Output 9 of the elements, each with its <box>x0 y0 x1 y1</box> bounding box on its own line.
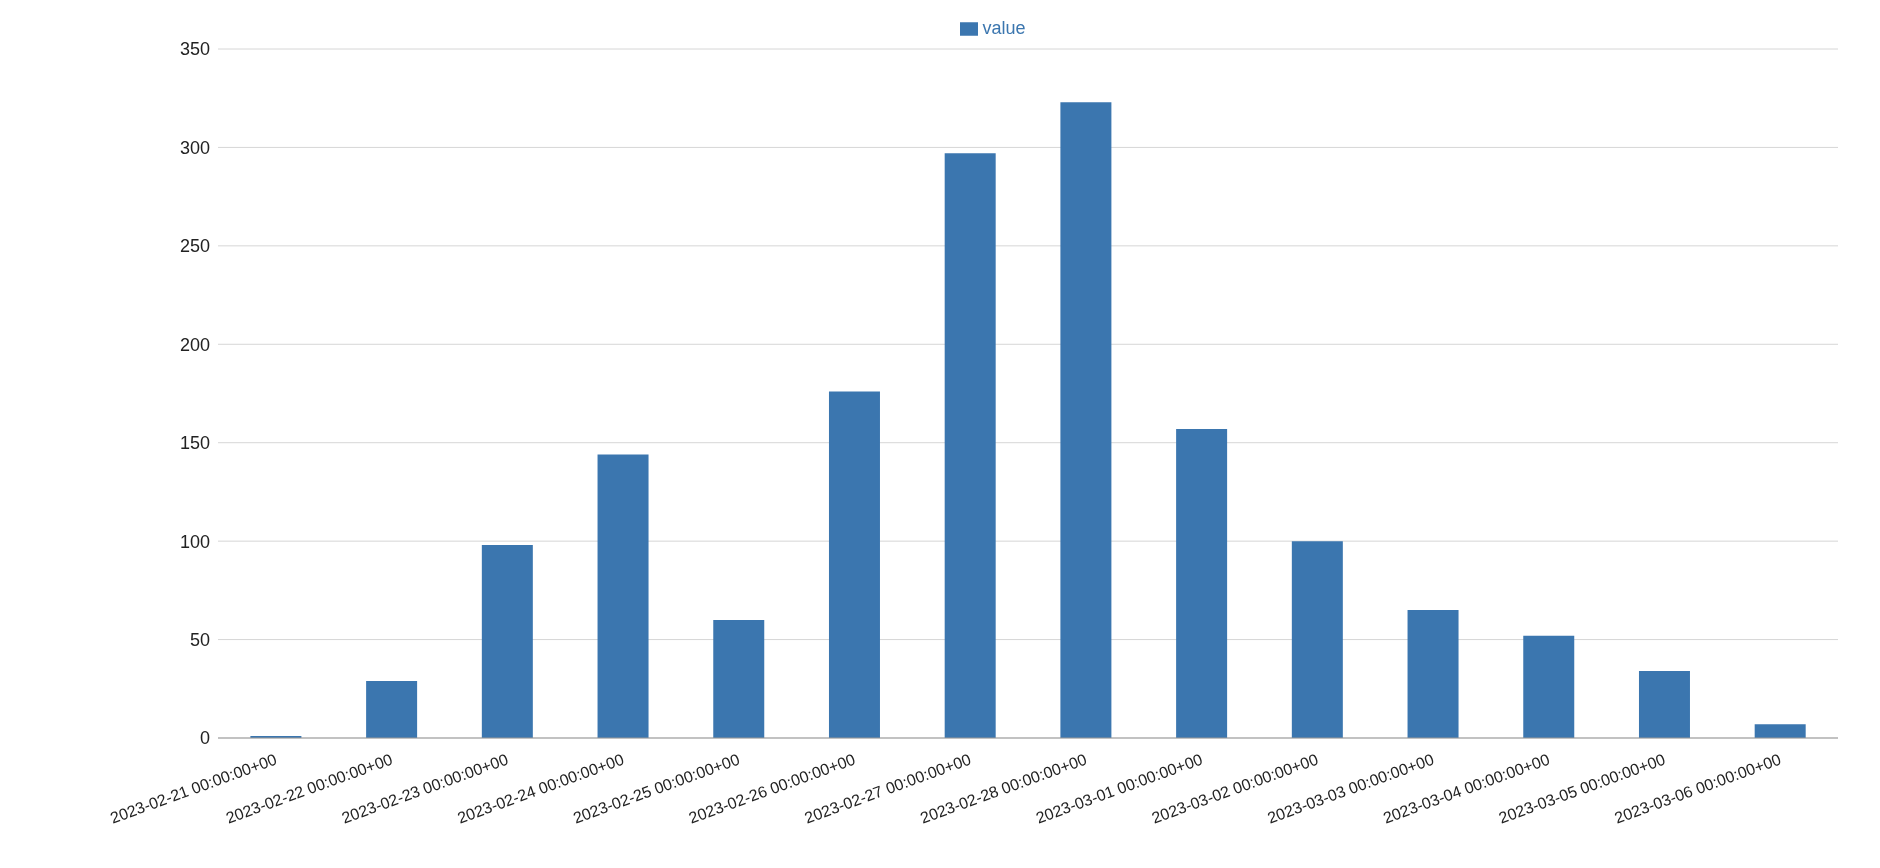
y-tick-label: 150 <box>179 433 210 454</box>
y-tick-label: 200 <box>179 334 210 355</box>
y-tick-label: 250 <box>179 236 210 257</box>
y-tick-label: 100 <box>179 531 210 552</box>
y-tick-label: 300 <box>179 137 210 158</box>
y-tick-label: 50 <box>189 629 210 650</box>
y-tick-label: 0 <box>199 728 210 749</box>
y-tick-label: 350 <box>179 39 210 60</box>
legend-label: value <box>982 18 1026 38</box>
